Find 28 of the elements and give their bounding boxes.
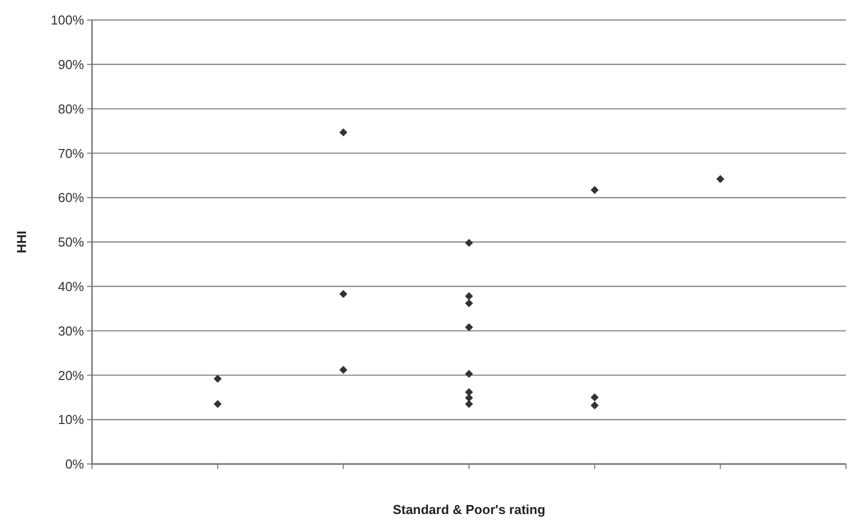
point: [214, 374, 222, 383]
point: [590, 401, 599, 410]
point: [465, 292, 473, 300]
point: [590, 186, 599, 194]
point: [465, 400, 473, 408]
y-tick-label: 20%: [58, 368, 84, 383]
point: [465, 238, 473, 247]
y-tick-label: 80%: [58, 101, 84, 116]
y-tick-label: 40%: [58, 278, 84, 294]
y-tick-label: 60%: [58, 190, 84, 206]
point: [214, 400, 222, 408]
point: [339, 128, 348, 136]
point: [590, 393, 599, 402]
y-tick-label: 100%: [50, 12, 84, 28]
y-tick-label: 70%: [58, 146, 84, 161]
point: [465, 323, 473, 332]
y-tick-label: 30%: [58, 323, 84, 338]
y-tick-label: 50%: [58, 234, 84, 250]
point: [339, 366, 348, 374]
y-tick-label: 0%: [65, 456, 84, 472]
point: [465, 299, 473, 308]
point: [339, 290, 348, 298]
y-axis-title: HHI: [14, 230, 29, 254]
y-tick-label: 90%: [58, 56, 84, 72]
point: [465, 370, 473, 378]
point: [716, 174, 724, 183]
x-axis-title: Standard & Poor's rating: [392, 502, 546, 517]
y-tick-label: 10%: [58, 412, 84, 428]
